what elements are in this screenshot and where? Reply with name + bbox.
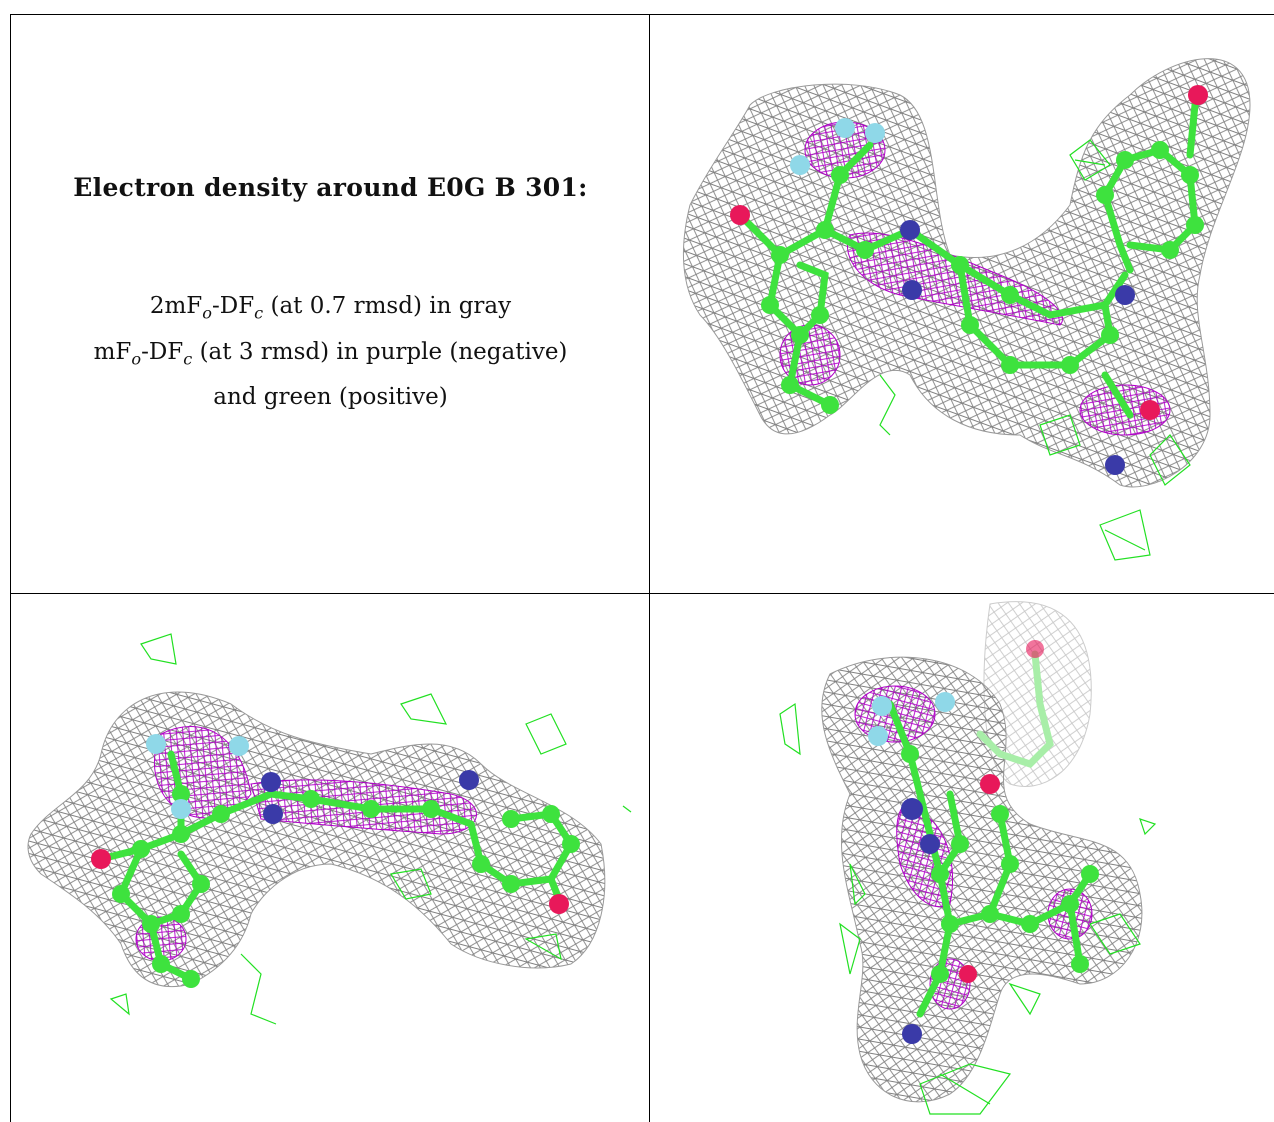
- view-top-right: [650, 15, 1274, 594]
- positive-density-mesh: [779, 702, 1157, 1115]
- fluorine-atoms: [790, 118, 885, 175]
- nitrogen-atoms: [261, 770, 479, 824]
- ligand-bonds-faded: [976, 650, 1054, 769]
- legend-line-fofc: mFo-DFc (at 3 rmsd) in purple (negative): [93, 338, 568, 369]
- oxygen-atoms: [730, 85, 1208, 420]
- nitrogen-atoms: [901, 798, 940, 1044]
- oxygen-atoms: [91, 849, 569, 914]
- positive-density-mesh: [109, 633, 632, 1025]
- gray-density-mesh: [821, 601, 1143, 1103]
- density-view-3: [779, 601, 1157, 1115]
- carbon-atoms: [112, 785, 580, 988]
- fluorine-atoms: [868, 692, 955, 746]
- legend-line-positive: and green (positive): [213, 384, 448, 411]
- density-view-2: [27, 633, 632, 1025]
- legend-line-2fofc: 2mFo-DFc (at 0.7 rmsd) in gray: [149, 293, 512, 323]
- gray-density-mesh: [27, 691, 606, 988]
- carbon-atoms: [761, 141, 1204, 414]
- carbon-atoms: [901, 745, 1099, 983]
- view-bottom-right: [650, 594, 1274, 1122]
- density-view-1: [683, 58, 1251, 561]
- view-bottom-left: [11, 594, 650, 1122]
- figure-grid: Electron density around E0G B 301: 2mFo-…: [10, 14, 1274, 1122]
- fluorine-atoms: [146, 734, 249, 819]
- oxygen-atoms: [959, 640, 1044, 983]
- caption-title: Electron density around E0G B 301:: [73, 173, 588, 202]
- nitrogen-atoms: [900, 220, 1135, 475]
- positive-density-mesh: [879, 139, 1191, 561]
- caption-cell: Electron density around E0G B 301: 2mFo-…: [11, 15, 650, 594]
- caption-legend: 2mFo-DFc (at 0.7 rmsd) in gray mFo-DFc (…: [11, 287, 649, 417]
